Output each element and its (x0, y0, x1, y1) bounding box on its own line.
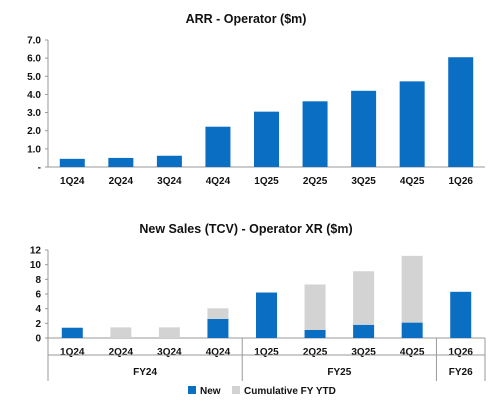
legend-label-new: New (200, 386, 221, 397)
arr-x-tick-label: 1Q26 (448, 176, 473, 187)
arr-y-tick-label: 5.0 (27, 72, 41, 83)
arr-bar-4Q24 (205, 126, 231, 167)
sales-y-tick-label: 8 (35, 275, 41, 286)
sales-bar-new-3Q25 (353, 324, 375, 338)
sales-bar-new-1Q25 (256, 292, 277, 338)
arr-y-tick-label: 4.0 (27, 90, 41, 101)
arr-x-tick-label: 1Q25 (254, 176, 279, 187)
sales-bar-new-4Q24 (207, 318, 229, 338)
legend: New Cumulative FY YTD (188, 386, 336, 397)
arr-y-tick-label: 6.0 (27, 54, 41, 65)
arr-chart-title: ARR - Operator ($m) (186, 12, 307, 26)
arr-bar-1Q24 (59, 158, 85, 167)
sales-x-tick-label: 1Q26 (448, 347, 473, 358)
arr-bar-1Q25 (254, 111, 279, 167)
sales-y-tick-label: 10 (30, 260, 42, 271)
sales-bar-cumulative-4Q25 (401, 255, 423, 323)
sales-x-tick-label: 4Q25 (400, 347, 425, 358)
sales-x-tick-label: 3Q24 (157, 347, 182, 358)
legend-swatch-new (188, 386, 196, 394)
sales-x-tick-label: 1Q24 (60, 347, 85, 358)
legend-swatch-cumulative (232, 386, 240, 394)
sales-x-tick-label: 2Q24 (109, 347, 134, 358)
fy-label-FY24: FY24 (133, 367, 157, 378)
arr-bar-2Q25 (302, 101, 328, 167)
sales-x-tick-label: 4Q24 (206, 347, 231, 358)
sales-bar-new-4Q25 (401, 322, 423, 338)
sales-x-tick-label: 2Q25 (303, 347, 328, 358)
sales-bar-cumulative-2Q25 (304, 284, 326, 330)
sales-y-tick-label: 4 (35, 304, 41, 315)
sales-x-tick-label: 1Q25 (254, 347, 279, 358)
sales-bar-cumulative-3Q25 (353, 271, 375, 325)
fy-label-FY26: FY26 (449, 367, 473, 378)
arr-bar-3Q25 (351, 90, 377, 167)
arr-x-tick-label: 3Q24 (157, 176, 182, 187)
arr-bar-4Q25 (399, 81, 425, 167)
arr-y-tick-label: - (38, 163, 41, 174)
sales-y-tick-label: 6 (35, 290, 41, 301)
sales-x-tick-label: 3Q25 (351, 347, 376, 358)
arr-y-tick-label: 2.0 (27, 126, 41, 137)
arr-bar-1Q26 (448, 57, 474, 167)
arr-x-tick-label: 4Q25 (400, 176, 425, 187)
legend-label-cumulative: Cumulative FY YTD (244, 386, 336, 397)
fy-label-FY25: FY25 (327, 367, 351, 378)
arr-x-tick-label: 4Q24 (206, 176, 231, 187)
arr-bar-2Q24 (108, 157, 134, 167)
arr-bar-3Q24 (156, 155, 182, 167)
sales-bar-new-1Q24 (61, 327, 83, 338)
arr-y-tick-label: 3.0 (27, 108, 41, 119)
arr-chart: - 1.0 2.0 3.0 4.0 5.0 6.0 7.0 1Q24 2Q24 3Q24 4Q24 1Q… (27, 36, 485, 187)
sales-bar-new-1Q26 (450, 291, 472, 338)
sales-chart-title: New Sales (TCV) - Operator XR ($m) (139, 222, 352, 236)
sales-bar-cumulative-4Q24 (207, 308, 229, 319)
sales-bar-cumulative-2Q24 (110, 327, 132, 338)
arr-x-tick-label: 1Q24 (60, 176, 85, 187)
sales-bar-cumulative-3Q24 (158, 327, 180, 338)
sales-y-tick-label: 0 (35, 334, 41, 345)
arr-x-tick-label: 3Q25 (351, 176, 376, 187)
arr-y-tick-label: 1.0 (27, 144, 41, 155)
arr-x-tick-label: 2Q25 (303, 176, 328, 187)
sales-chart: 0 2 4 6 8 10 12 1Q24 2Q24 3Q24 4Q24 1Q25 2Q25 3Q25 4Q2… (30, 246, 486, 381)
arr-y-tick-label: 7.0 (27, 36, 41, 47)
arr-x-tick-label: 2Q24 (109, 176, 134, 187)
sales-y-tick-label: 12 (30, 246, 42, 257)
sales-y-tick-label: 2 (35, 319, 41, 330)
sales-bar-new-2Q25 (304, 329, 326, 338)
